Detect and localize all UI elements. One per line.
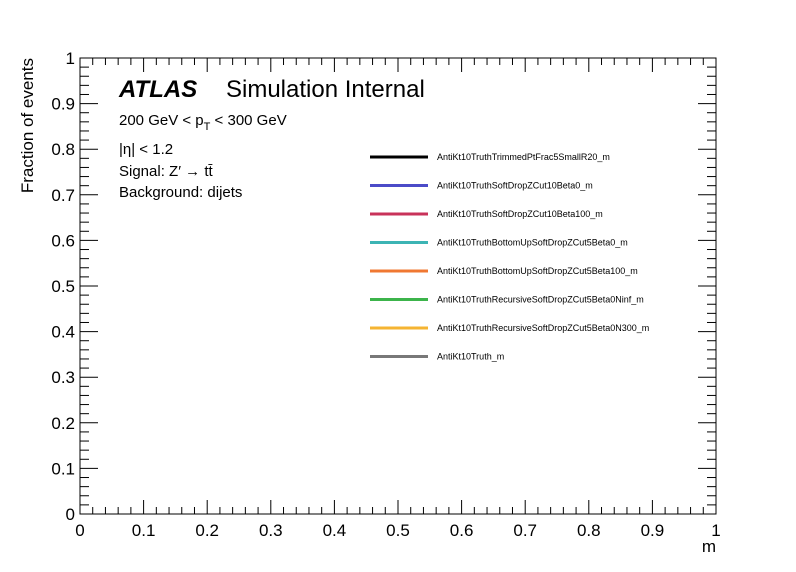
- legend-label: AntiKt10TruthBottomUpSoftDropZCut5Beta10…: [437, 266, 638, 276]
- y-tick-label: 0.7: [51, 186, 75, 205]
- x-tick-label: 0.3: [259, 521, 283, 540]
- x-axis-title: m: [702, 537, 716, 556]
- y-tick-label: 0.9: [51, 95, 75, 114]
- pt-prefix: 200 GeV < p: [119, 112, 204, 129]
- x-tick-label: 0.1: [132, 521, 156, 540]
- legend-label: AntiKt10TruthTrimmedPtFrac5SmallR20_m: [437, 152, 610, 162]
- legend-label: AntiKt10TruthRecursiveSoftDropZCut5Beta0…: [437, 323, 649, 333]
- background-annotation: Background: dijets: [119, 184, 242, 201]
- legend-label: AntiKt10Truth_m: [437, 352, 504, 362]
- y-tick-label: 1: [66, 49, 75, 68]
- atlas-label: ATLAS: [118, 76, 197, 103]
- legend-label: AntiKt10TruthBottomUpSoftDropZCut5Beta0_…: [437, 238, 628, 248]
- eta-annotation: |η| < 1.2: [119, 141, 173, 158]
- x-tick-label: 0.5: [386, 521, 410, 540]
- legend: AntiKt10TruthTrimmedPtFrac5SmallR20_m Ant…: [370, 152, 649, 362]
- x-axis-tick-labels: 0 0.1 0.2 0.3 0.4 0.5 0.6 0.7 0.8 0.9 1: [75, 521, 720, 540]
- x-tick-label: 0.2: [195, 521, 219, 540]
- y-tick-label: 0.5: [51, 277, 75, 296]
- x-tick-label: 0.6: [450, 521, 474, 540]
- pt-range-annotation: 200 GeV < pT < 300 GeV: [119, 112, 287, 133]
- x-tick-label: 0.4: [323, 521, 347, 540]
- y-tick-label: 0.4: [51, 323, 75, 342]
- legend-label: AntiKt10TruthRecursiveSoftDropZCut5Beta0…: [437, 295, 644, 305]
- x-tick-label: 0.9: [641, 521, 665, 540]
- y-tick-label: 0.6: [51, 231, 75, 250]
- y-axis-ticks: [80, 57, 716, 515]
- x-axis-ticks: [79, 58, 717, 514]
- y-tick-label: 0.1: [51, 459, 75, 478]
- legend-label: AntiKt10TruthSoftDropZCut10Beta0_m: [437, 181, 593, 191]
- pt-suffix: < 300 GeV: [210, 112, 286, 129]
- pt-subscript: T: [204, 121, 211, 133]
- legend-label: AntiKt10TruthSoftDropZCut10Beta100_m: [437, 209, 603, 219]
- signal-annotation: Signal: Z′ → tt̄: [119, 163, 214, 180]
- y-tick-label: 0.3: [51, 368, 75, 387]
- y-tick-label: 0.8: [51, 140, 75, 159]
- atlas-sublabel: Simulation Internal: [226, 76, 425, 103]
- x-tick-label: 0.7: [513, 521, 537, 540]
- y-axis-title: Fraction of events: [18, 58, 37, 193]
- y-tick-label: 0: [66, 505, 75, 524]
- x-tick-label: 0: [75, 521, 84, 540]
- y-axis-tick-labels: 0 0.1 0.2 0.3 0.4 0.5 0.6 0.7 0.8 0.9 1: [51, 49, 75, 524]
- y-tick-label: 0.2: [51, 414, 75, 433]
- x-tick-label: 0.8: [577, 521, 601, 540]
- x-tick-label: 1: [711, 521, 720, 540]
